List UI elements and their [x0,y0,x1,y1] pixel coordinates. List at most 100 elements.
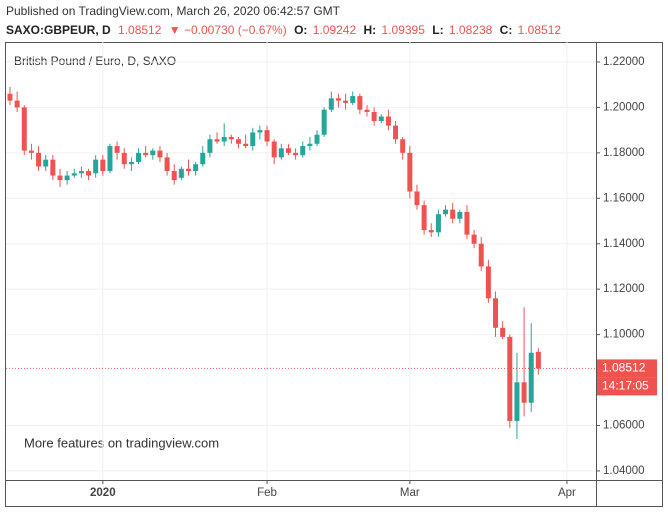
frame [5,42,663,507]
change: ▼ −0.00730 (−0.67%) [169,23,287,37]
candle-body [93,159,99,174]
candle-body [421,205,427,231]
ohlc-label: O: [294,23,307,37]
candle-body [186,168,191,172]
grid [6,42,596,480]
candle-body [136,152,142,162]
candle-body [14,100,20,108]
candle-body [214,139,220,142]
candle-body [393,125,399,140]
y-tick-label: 1.14000 [603,238,645,250]
candle-body [57,175,63,181]
candle-body [500,327,506,337]
candle-body [250,132,256,147]
candle-body [514,382,520,421]
x-tick-label: Feb [257,487,277,499]
published-note: Published on TradingView.com, March 26, … [6,4,341,18]
y-tick-label: 1.04000 [603,465,645,477]
candle-body [78,171,84,174]
candle-body [328,98,334,110]
candle-body [193,164,199,172]
candle-body [43,159,49,167]
candle-body [364,109,370,112]
candle-body [114,146,120,153]
candle-body [371,111,377,122]
y-tick-label: 1.16000 [603,192,645,204]
candle-body [28,150,34,153]
x-tick-label: Apr [558,487,576,499]
candle-body [343,100,349,103]
candle-body [171,171,177,181]
x-tick-label: Mar [400,487,420,499]
candle-body [64,175,70,181]
ohlc-label: L: [432,23,443,37]
candle-body [435,214,441,233]
candle-body [450,209,456,219]
candle-body [178,168,184,178]
y-tick-label: 1.18000 [603,147,645,159]
candle-body [521,382,527,403]
candle-body [143,152,149,156]
candle-body [457,211,463,219]
candle-body [321,109,327,135]
candle-body [100,159,106,172]
candle-body [528,352,534,403]
candle-body [385,116,391,126]
candle-body [150,150,156,156]
candle-body [36,152,42,167]
candle-body [128,161,134,165]
candle-body [414,191,420,206]
candle-body [507,336,513,421]
candle-body [107,146,113,172]
candle-body [228,136,234,140]
y-tick-label: 1.12000 [603,283,645,295]
candle-body [307,143,313,147]
x-tick-label: 2020 [90,487,116,499]
candle-body [314,134,320,144]
candle-body [235,139,241,144]
candle-body [121,152,127,165]
candle-body [335,98,341,101]
candle-body [257,130,263,133]
last-price-label: 1.08512 [602,361,646,375]
countdown-box [597,377,657,396]
price: 1.08512 [118,23,162,37]
symbol-line: SAXO:GBPEUR, D 1.08512 ▼ −0.00730 (−0.67… [6,23,561,37]
candle-body [478,243,484,267]
candle-body [157,150,163,158]
candle-body [485,266,491,299]
ohlc-value: 1.09395 [382,23,426,37]
countdown-label: 14:17:05 [602,379,649,393]
ohlc-value: 1.09242 [313,23,357,37]
candle-body [264,130,270,142]
candle-body [21,107,27,151]
candle-body [293,152,299,156]
candle-body [71,173,77,176]
candle-body [200,152,206,165]
y-tick-label: 1.10000 [603,329,645,341]
candle-body [464,211,470,235]
candle-body [278,148,284,158]
candle-body [221,136,227,142]
candle-body [86,171,92,176]
candle-body [207,139,213,153]
ohlc-label: C: [500,23,513,37]
ohlc-value: 1.08238 [449,23,493,37]
candle-body [493,298,499,328]
candle-body [535,351,541,369]
candle-body [164,157,170,172]
candle-body [378,116,384,122]
candle-body [243,143,249,147]
y-tick-label: 1.22000 [603,56,645,68]
symbol: SAXO:GBPEUR, D [6,23,111,37]
candle-body [285,148,291,153]
chart-title: British Pound / Euro, D, SAXO [14,54,176,68]
candle-body [300,146,306,156]
ohlc-value: 1.08512 [518,23,562,37]
candle-body [428,230,434,233]
y-tick-label: 1.20000 [603,101,645,113]
candle-body [7,93,13,101]
candle-body [407,152,413,192]
candle-body [271,141,277,158]
